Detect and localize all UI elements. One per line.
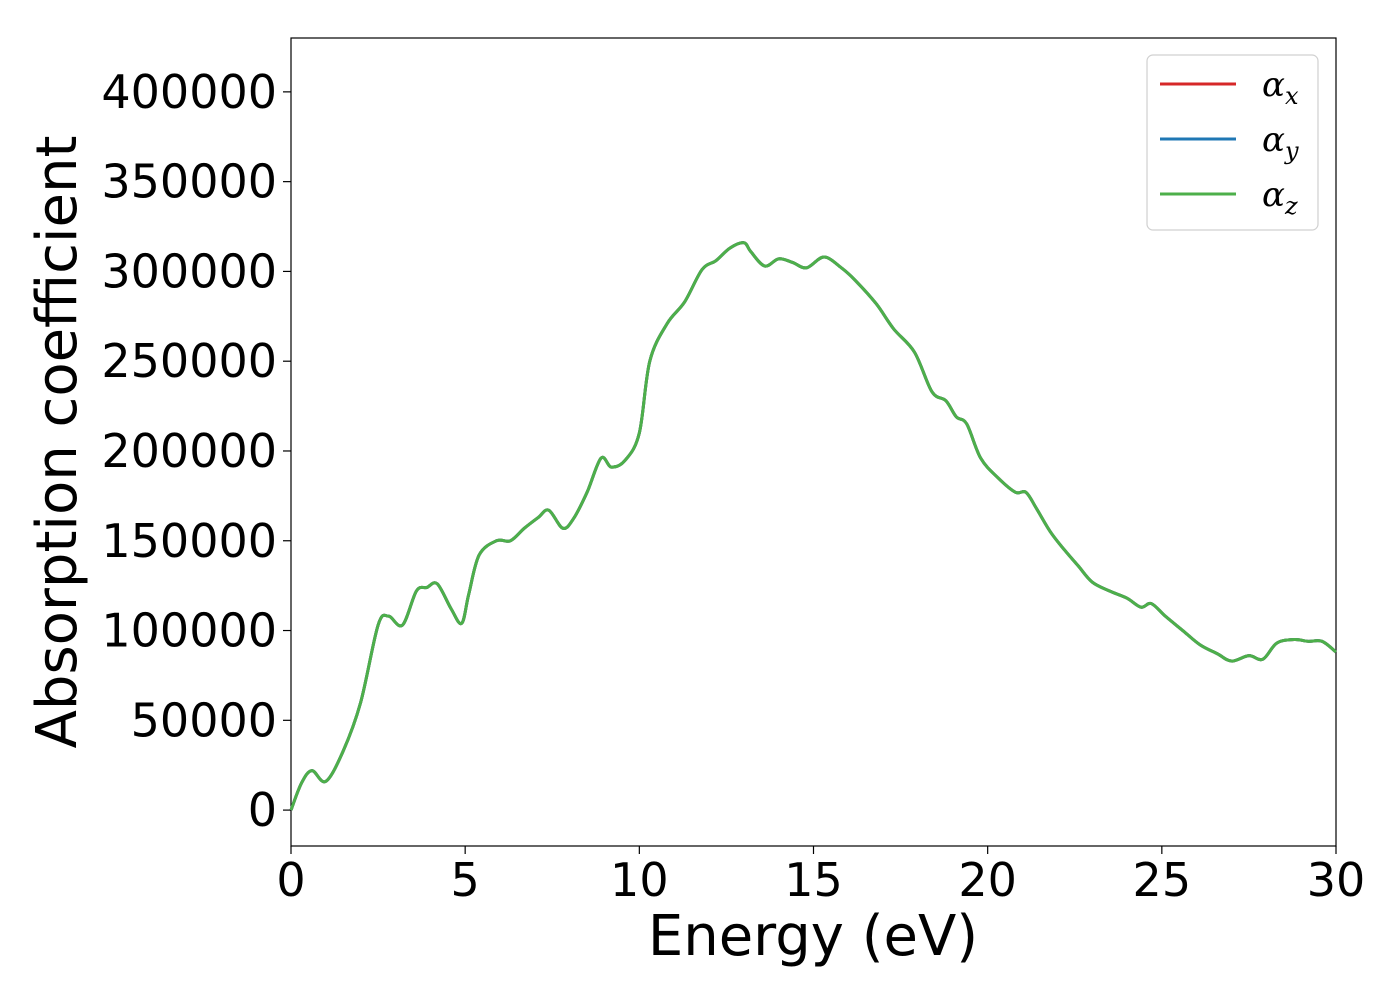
x-tick-label: 10: [610, 853, 669, 907]
y-tick-label: 200000: [101, 424, 277, 478]
y-axis-label: Absorption coefficient: [25, 136, 90, 749]
x-tick-label: 5: [451, 853, 480, 907]
series-line-αz: [289, 241, 1337, 811]
x-tick-label: 0: [276, 853, 305, 907]
y-tick-label: 250000: [101, 334, 277, 388]
x-tick-label: 20: [958, 853, 1017, 907]
y-tick-label: 50000: [131, 693, 277, 747]
y-tick-label: 0: [248, 783, 277, 837]
legend: αx αy αz: [1146, 54, 1319, 231]
y-axis-ticks: 0 50000 100000 150000 200000 250000 300000 3500…: [101, 65, 291, 837]
x-tick-label: 25: [1133, 853, 1192, 907]
y-tick-label: 100000: [101, 604, 277, 658]
x-tick-label: 30: [1307, 853, 1366, 907]
x-tick-label: 15: [784, 853, 843, 907]
x-axis-ticks: 0 5 10 15 20 25 30: [276, 846, 1365, 907]
legend-box: [1146, 54, 1319, 231]
y-tick-label: 350000: [101, 155, 277, 209]
y-tick-label: 150000: [101, 514, 277, 568]
y-tick-label: 400000: [101, 65, 277, 119]
legend-label: αz: [1262, 175, 1298, 220]
y-tick-label: 300000: [101, 244, 277, 298]
legend-label: αy: [1262, 120, 1299, 165]
legend-label: αx: [1262, 65, 1299, 110]
series-lines: [289, 241, 1337, 811]
x-axis-label: Energy (eV): [648, 904, 978, 969]
